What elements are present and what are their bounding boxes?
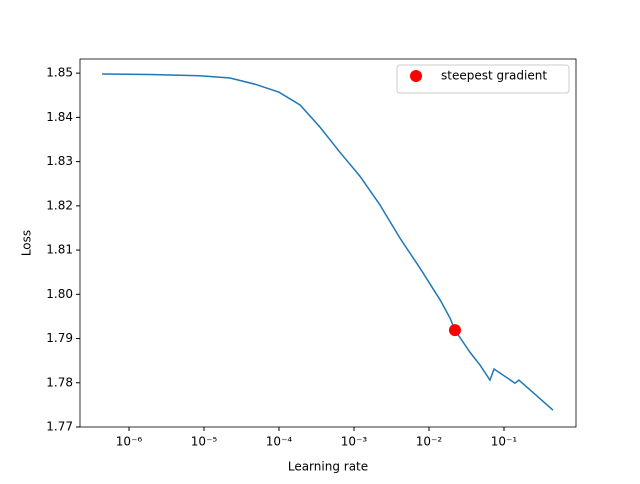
legend-marker (410, 70, 422, 82)
marker-point (448, 324, 461, 337)
loss-line (102, 73, 554, 411)
y-axis-label: Loss (20, 230, 34, 256)
y-tick-label: 1.79 (46, 331, 73, 345)
x-axis-label: Learning rate (288, 460, 368, 474)
y-tick-label: 1.77 (46, 420, 73, 434)
plot-frame (79, 58, 577, 428)
y-tick-label: 1.85 (46, 66, 73, 80)
y-tick-label: 1.80 (46, 287, 73, 301)
y-tick-label: 1.81 (46, 243, 73, 257)
y-tick-label: 1.83 (46, 154, 73, 168)
x-tick-label: 10⁻³ (341, 435, 368, 449)
x-tick-label: 10⁻¹ (491, 435, 518, 449)
y-tick-label: 1.84 (46, 110, 73, 124)
legend-box (396, 64, 570, 94)
x-tick-label: 10⁻⁴ (266, 435, 293, 449)
x-tick-label: 10⁻² (416, 435, 443, 449)
y-tick-label: 1.82 (46, 198, 73, 212)
y-tick-label: 1.78 (46, 375, 73, 389)
x-tick-label: 10⁻⁵ (191, 435, 218, 449)
x-tick-label: 10⁻⁶ (116, 435, 143, 449)
legend-label: steepest gradient (441, 69, 547, 83)
